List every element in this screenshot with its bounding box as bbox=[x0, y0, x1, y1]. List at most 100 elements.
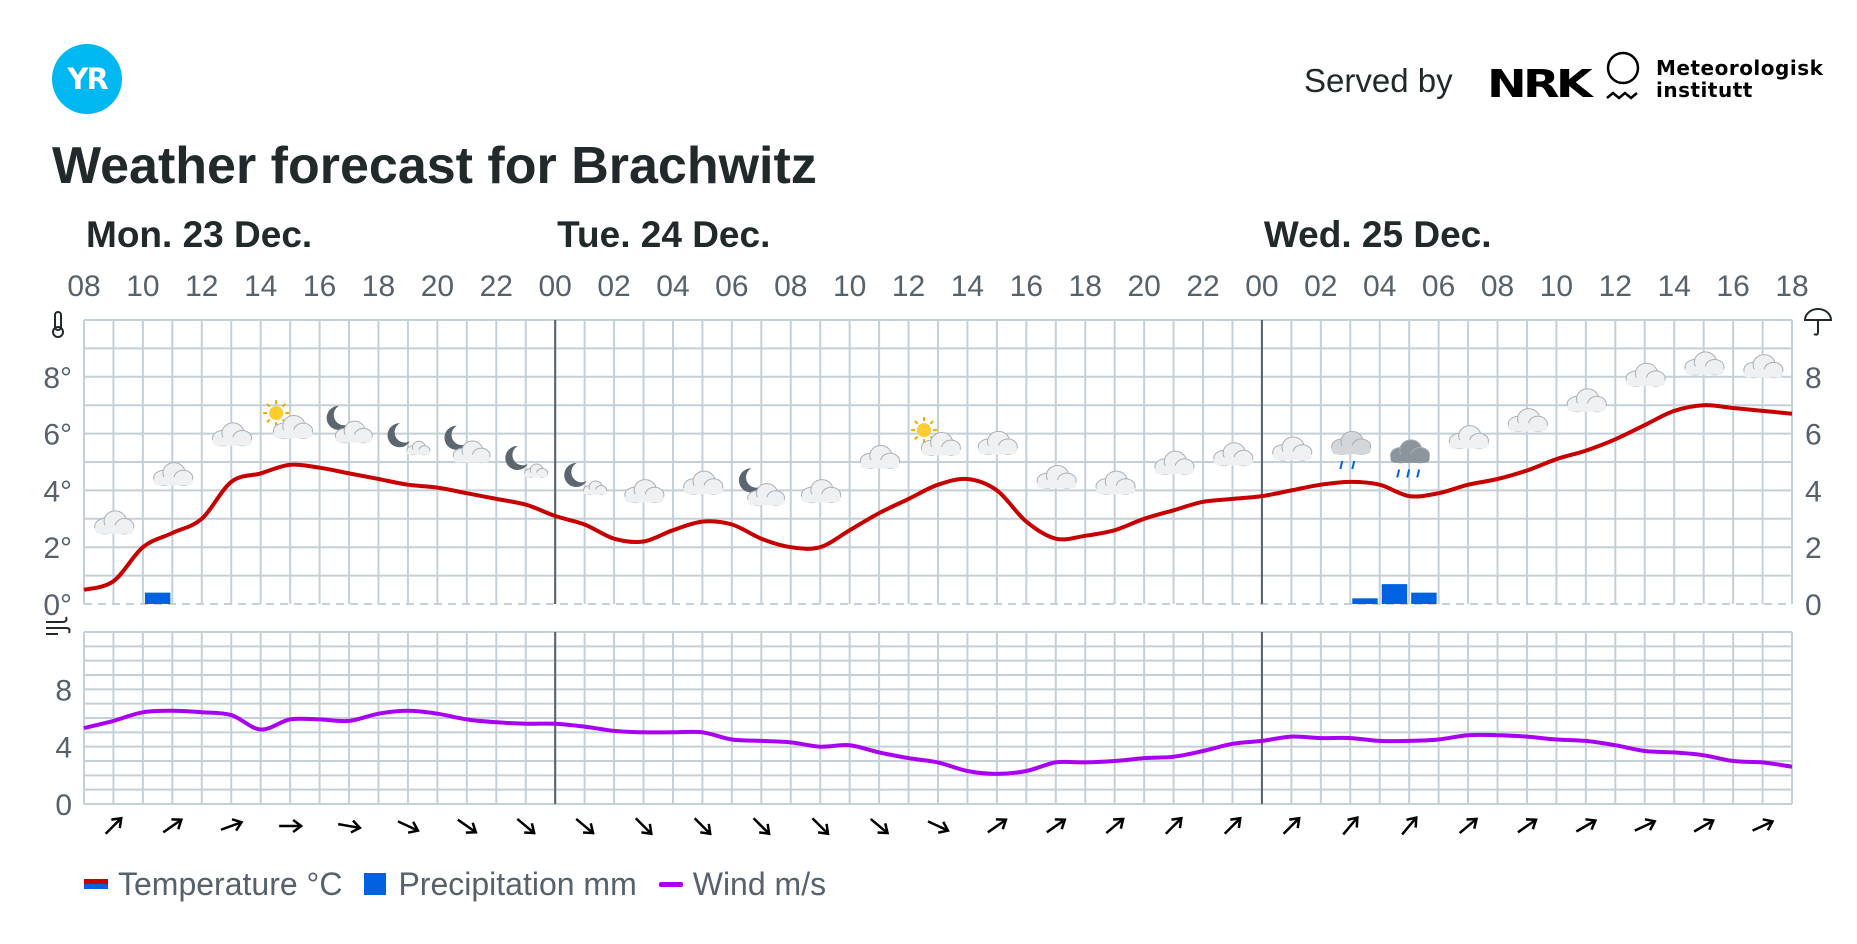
temp-axis-label: 0° bbox=[43, 589, 72, 622]
hour-tick-label: 06 bbox=[1422, 270, 1455, 303]
hour-tick-label: 16 bbox=[1010, 270, 1043, 303]
wind-arrow-icon bbox=[279, 819, 304, 833]
cloudy-icon bbox=[1507, 408, 1548, 433]
hour-tick-label: 22 bbox=[1186, 270, 1219, 303]
legend-item-wind: Wind m/s bbox=[658, 865, 827, 903]
hour-tick-label: 12 bbox=[892, 270, 925, 303]
thermometer-icon bbox=[52, 311, 64, 338]
wind-arrow-icon bbox=[457, 818, 478, 834]
wind-arrow-icon bbox=[1634, 818, 1657, 832]
cloudy-icon bbox=[1154, 450, 1195, 475]
axis-labels: Mon. 23 Dec. Tue. 24 Dec. Wed. 25 Dec.08 10… bbox=[43, 214, 1833, 822]
wind-arrow-icon bbox=[104, 816, 123, 835]
cloudy-icon bbox=[1448, 425, 1489, 450]
wind-axis-label: 0 bbox=[55, 789, 72, 822]
wind-arrow-icon bbox=[220, 818, 244, 832]
cloudy-icon bbox=[94, 510, 135, 535]
precip-axis-label: 4 bbox=[1805, 475, 1822, 508]
temperature-series bbox=[83, 403, 1793, 592]
legend-swatch-wind bbox=[658, 881, 683, 887]
temp-axis-label: 8° bbox=[43, 362, 72, 395]
fair-night-icon bbox=[505, 445, 549, 478]
legend-swatch-precipitation bbox=[364, 873, 387, 895]
wind-arrow-icon bbox=[634, 817, 653, 836]
wind-arrow-icon bbox=[397, 820, 420, 834]
wind-icon bbox=[46, 616, 71, 635]
wind-arrow-icon bbox=[693, 817, 712, 836]
hour-tick-label: 00 bbox=[538, 270, 571, 303]
legend-item-temperature: Temperature °C bbox=[84, 866, 342, 903]
hour-tick-label: 04 bbox=[1363, 270, 1396, 303]
cloudy-icon bbox=[683, 470, 724, 495]
hour-tick-label: 02 bbox=[1304, 270, 1337, 303]
cloudy-icon bbox=[859, 445, 901, 470]
legend-label-precipitation: Precipitation mm bbox=[398, 865, 637, 902]
hour-tick-label: 18 bbox=[1775, 270, 1808, 303]
wind-arrow-icon bbox=[1282, 816, 1301, 835]
temperature-line bbox=[83, 403, 1793, 592]
wind-axis-label: 8 bbox=[55, 674, 72, 707]
served-by-label: Served by bbox=[1304, 62, 1453, 99]
precipitation-bar bbox=[144, 592, 171, 604]
partly-cloudy-night-icon bbox=[738, 468, 786, 506]
hour-tick-label: 06 bbox=[715, 270, 748, 303]
wind-arrow-icon bbox=[1105, 817, 1125, 835]
wind-direction-arrows bbox=[104, 815, 1775, 836]
weather-symbols bbox=[94, 351, 1784, 535]
hour-tick-label: 18 bbox=[1069, 270, 1102, 303]
wind-arrow-icon bbox=[1752, 818, 1775, 832]
wind-arrow-icon bbox=[1575, 818, 1598, 833]
wind-arrow-icon bbox=[752, 817, 771, 836]
fair-night-icon bbox=[564, 463, 608, 496]
legend-label-temperature: Temperature °C bbox=[118, 865, 343, 902]
wind-line bbox=[83, 708, 1793, 776]
hour-tick-label: 14 bbox=[951, 270, 984, 303]
partly-cloudy-day-icon bbox=[911, 417, 961, 456]
hour-tick-label: 12 bbox=[185, 270, 218, 303]
wind-arrow-icon bbox=[1401, 815, 1418, 836]
rain-icon bbox=[1389, 439, 1431, 478]
hour-tick-label: 10 bbox=[1540, 270, 1573, 303]
hour-tick-label: 16 bbox=[303, 270, 336, 303]
wind-arrow-icon bbox=[869, 817, 890, 835]
wind-axis-label: 4 bbox=[55, 732, 72, 765]
cloudy-icon bbox=[212, 422, 253, 447]
cloudy-icon bbox=[153, 462, 194, 487]
fair-night-icon bbox=[387, 423, 431, 456]
wind-arrow-icon bbox=[811, 817, 830, 836]
hour-tick-label: 20 bbox=[1127, 270, 1160, 303]
legend-label-wind: Wind m/s bbox=[692, 865, 827, 902]
partly-cloudy-day-icon bbox=[263, 400, 314, 439]
cloudy-icon bbox=[1036, 464, 1077, 489]
met-logo-icon bbox=[1606, 51, 1640, 100]
hour-tick-label: 08 bbox=[1481, 270, 1514, 303]
hour-tick-label: 08 bbox=[774, 270, 807, 303]
cloudy-icon bbox=[1625, 362, 1666, 387]
wind-arrow-icon bbox=[1517, 818, 1538, 834]
hour-tick-label: 08 bbox=[67, 270, 100, 303]
precipitation-bar bbox=[1381, 584, 1408, 604]
hour-tick-label: 20 bbox=[421, 270, 454, 303]
precipitation-bar bbox=[1352, 598, 1378, 604]
wind-arrow-icon bbox=[575, 817, 595, 835]
yr-logo-text: YR bbox=[67, 62, 108, 96]
cloudy-icon bbox=[1743, 354, 1784, 379]
partly-cloudy-night-icon bbox=[326, 405, 373, 444]
cloudy-icon bbox=[1213, 442, 1254, 467]
hour-tick-label: 14 bbox=[1658, 270, 1691, 303]
precip-axis-label: 0 bbox=[1805, 589, 1822, 622]
hour-tick-label: 10 bbox=[126, 270, 159, 303]
cloudy-icon bbox=[1272, 436, 1313, 461]
cloudy-icon bbox=[977, 430, 1018, 455]
cloudy-icon bbox=[624, 479, 665, 504]
hour-tick-label: 02 bbox=[597, 270, 630, 303]
temp-axis-label: 2° bbox=[43, 532, 72, 565]
day-label: Tue. 24 Dec. bbox=[557, 214, 770, 255]
precip-axis-label: 6 bbox=[1805, 419, 1822, 452]
temp-axis-label: 4° bbox=[43, 475, 72, 508]
legend: Temperature °C Precipitation mm Wind m/s bbox=[84, 864, 848, 904]
met-name-line1: Meteorologisk bbox=[1656, 56, 1824, 80]
wind-arrow-icon bbox=[1164, 816, 1183, 835]
wind-arrow-icon bbox=[1046, 818, 1067, 834]
